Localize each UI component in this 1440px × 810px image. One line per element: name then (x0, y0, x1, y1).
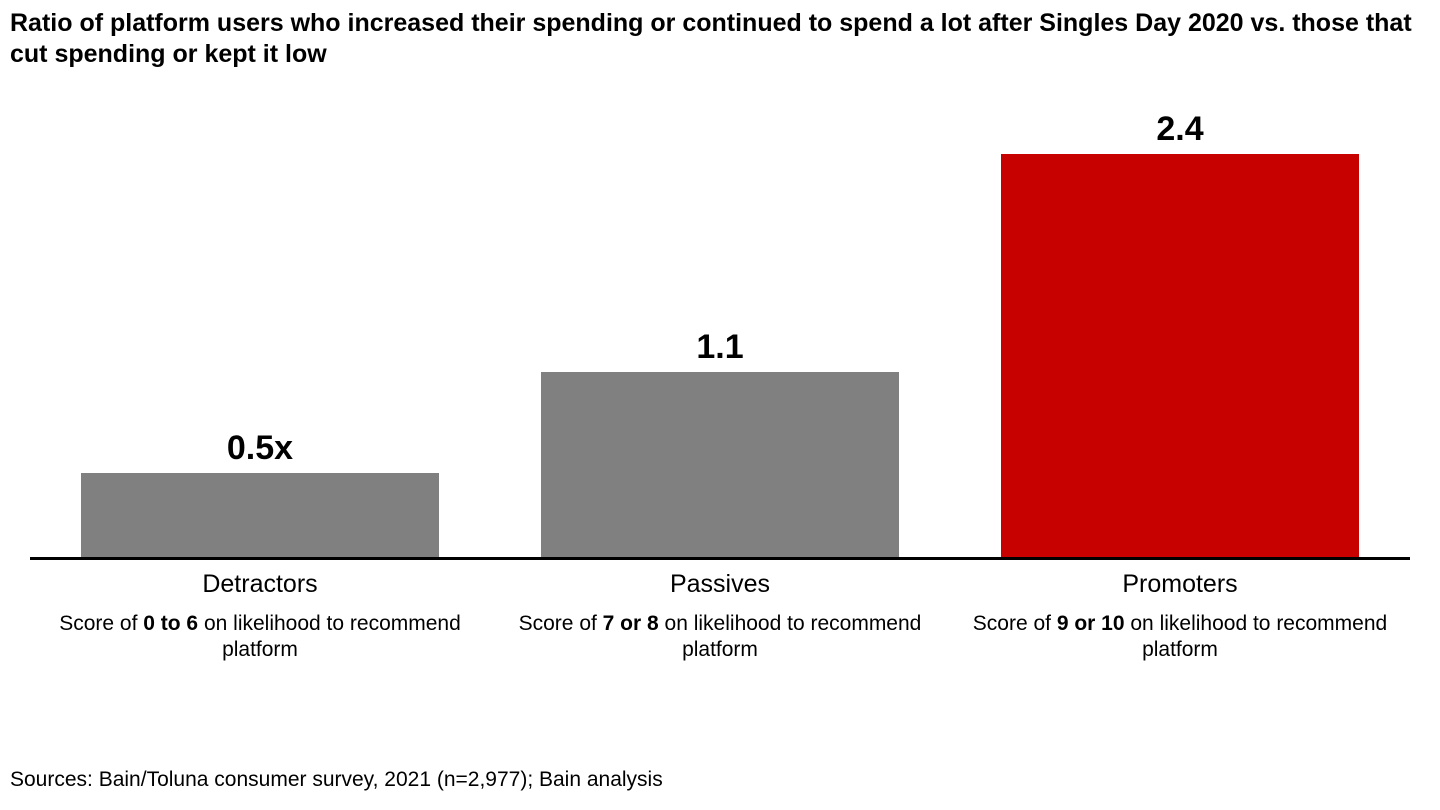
bar-slot-passives: 1.1 (490, 120, 950, 557)
desc-prefix: Score of (59, 612, 143, 635)
chart-title: Ratio of platform users who increased th… (10, 8, 1430, 71)
desc-prefix: Score of (519, 612, 603, 635)
bar-passives: 1.1 (541, 372, 900, 557)
bar-value-passives: 1.1 (541, 328, 900, 367)
bar-slot-detractors: 0.5x (30, 120, 490, 557)
category-name-promoters: Promoters (970, 570, 1390, 599)
bar-promoters: 2.4 (1001, 154, 1360, 557)
x-label-detractors: Detractors Score of 0 to 6 on likelihood… (30, 570, 490, 664)
category-name-detractors: Detractors (50, 570, 470, 599)
bars-container: 0.5x 1.1 2.4 (30, 120, 1410, 557)
x-label-promoters: Promoters Score of 9 or 10 on likelihood… (950, 570, 1410, 664)
desc-bold: 9 or 10 (1057, 612, 1125, 635)
x-axis-labels: Detractors Score of 0 to 6 on likelihood… (30, 570, 1410, 664)
desc-prefix: Score of (973, 612, 1057, 635)
desc-bold: 0 to 6 (143, 612, 198, 635)
chart-area: 0.5x 1.1 2.4 (30, 120, 1410, 560)
desc-suffix: on likelihood to recommend platform (198, 612, 461, 661)
category-name-passives: Passives (510, 570, 930, 599)
desc-suffix: on likelihood to recommend platform (659, 612, 922, 661)
bar-value-detractors: 0.5x (81, 429, 440, 468)
source-line: Sources: Bain/Toluna consumer survey, 20… (10, 768, 663, 792)
category-desc-detractors: Score of 0 to 6 on likelihood to recomme… (50, 611, 470, 664)
chart-page: Ratio of platform users who increased th… (0, 0, 1440, 810)
desc-suffix: on likelihood to recommend platform (1125, 612, 1388, 661)
bar-slot-promoters: 2.4 (950, 120, 1410, 557)
x-label-passives: Passives Score of 7 or 8 on likelihood t… (490, 570, 950, 664)
x-axis-baseline (30, 557, 1410, 560)
bar-value-promoters: 2.4 (1001, 110, 1360, 149)
desc-bold: 7 or 8 (603, 612, 659, 635)
category-desc-promoters: Score of 9 or 10 on likelihood to recomm… (970, 611, 1390, 664)
bar-detractors: 0.5x (81, 473, 440, 557)
category-desc-passives: Score of 7 or 8 on likelihood to recomme… (510, 611, 930, 664)
